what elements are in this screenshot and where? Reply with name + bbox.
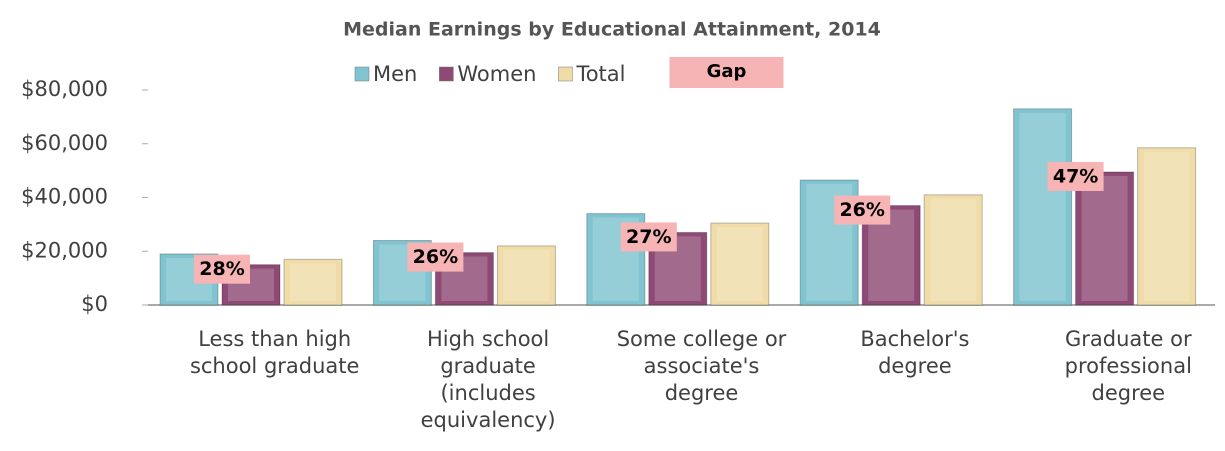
gap-label-box [834, 195, 891, 225]
legend-swatch [558, 66, 573, 82]
gap-label: 28% [199, 258, 244, 280]
gap-label-box [1047, 161, 1104, 191]
bar-highlight [1143, 151, 1190, 301]
bar-highlight [1081, 175, 1128, 301]
x-tick-label: Some college or associate's degree [616, 327, 787, 405]
bar [923, 194, 983, 306]
bar [1137, 147, 1197, 306]
y-tick-label: $40,000 [21, 185, 108, 209]
x-tick-label: High school graduate (includes equivalen… [420, 327, 556, 432]
legend-swatch [354, 66, 370, 82]
legend-label: Total [575, 62, 625, 86]
bar-highlight [716, 227, 763, 301]
y-tick-label: $0 [81, 292, 108, 316]
gap-label: 47% [1053, 165, 1098, 187]
x-tick-label: Less than high school graduate [189, 327, 360, 378]
legend-label: Women [457, 62, 536, 86]
bar-highlight [930, 198, 977, 301]
bar [586, 213, 646, 306]
legend-label: Gap [707, 61, 747, 82]
chart-title: Median Earnings by Educational Attainmen… [343, 19, 881, 41]
y-tick-label: $20,000 [21, 238, 108, 262]
bar [710, 222, 770, 306]
gap-label-box [620, 222, 677, 252]
y-tick-label: $80,000 [21, 77, 108, 101]
bar-highlight [290, 263, 336, 301]
legend-label: Men [373, 62, 417, 86]
y-tick-label: $60,000 [21, 131, 108, 155]
x-tick-label: Graduate or professional degree [1064, 327, 1192, 405]
x-tick-label: Bachelor's degree [860, 327, 970, 378]
bar [283, 258, 343, 306]
gap-label: 27% [626, 226, 671, 248]
bar-highlight [868, 209, 915, 301]
legend-swatch [439, 66, 454, 82]
gap-label: 26% [413, 246, 458, 268]
bar [1075, 171, 1135, 306]
legend-gap-box [669, 57, 784, 88]
gap-label-box [194, 254, 250, 284]
gap-label-box [407, 242, 464, 272]
bar [496, 245, 556, 306]
gap-label: 26% [839, 199, 884, 221]
bar [1013, 108, 1073, 306]
bar-highlight [1019, 112, 1066, 301]
bar-highlight [503, 249, 550, 301]
